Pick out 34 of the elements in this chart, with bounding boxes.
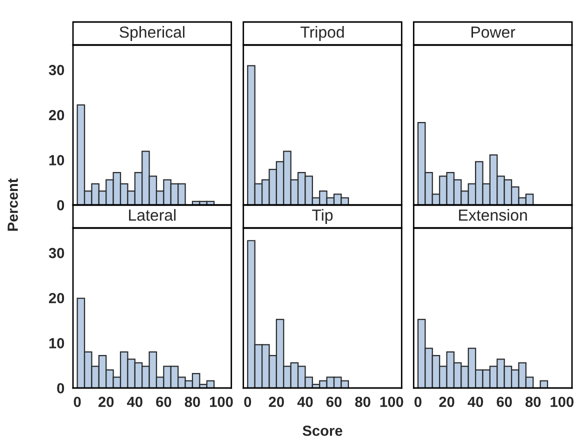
y-tick-label: 0	[57, 200, 64, 210]
y-tick-label: 0	[57, 383, 64, 394]
y-tick-label: 30	[48, 248, 64, 258]
x-tick-label: 20	[268, 396, 284, 408]
x-tick-label: 80	[355, 396, 370, 408]
chart-title: Extension	[459, 209, 527, 221]
chart-title: Tip	[312, 209, 333, 224]
y-tick-label: 30	[48, 64, 64, 76]
y-tick-label: 20	[48, 292, 64, 304]
x-tick-label: 0	[414, 396, 422, 408]
x-tick-label: 60	[156, 396, 172, 408]
x-tick-label: 60	[326, 396, 342, 408]
x-tick-label: 100	[550, 396, 574, 408]
chart-title: Power	[472, 26, 516, 38]
y-tick-label: 20	[48, 110, 64, 120]
x-tick-label: 20	[98, 396, 114, 408]
x-tick-label: 100	[210, 396, 233, 408]
x-axis-title: Score	[302, 426, 342, 436]
chart-title: Tripod	[300, 26, 344, 41]
x-tick-label: 80	[184, 396, 200, 408]
x-tick-label: 0	[74, 396, 81, 408]
y-axis-title: Percent	[8, 178, 18, 231]
x-tick-label: 100	[380, 396, 404, 408]
x-tick-label: 40	[297, 396, 313, 408]
y-tick-label: 10	[49, 155, 64, 166]
chart-title: Lateral	[129, 209, 176, 221]
chart-title: Spherical	[120, 26, 184, 41]
x-tick-label: 60	[496, 396, 512, 408]
y-tick-label: 10	[49, 338, 64, 348]
x-tick-label: 20	[439, 396, 454, 408]
x-tick-label: 40	[127, 396, 142, 408]
x-tick-label: 80	[525, 396, 541, 408]
x-tick-label: 40	[468, 396, 484, 408]
x-tick-label: 0	[244, 396, 252, 408]
